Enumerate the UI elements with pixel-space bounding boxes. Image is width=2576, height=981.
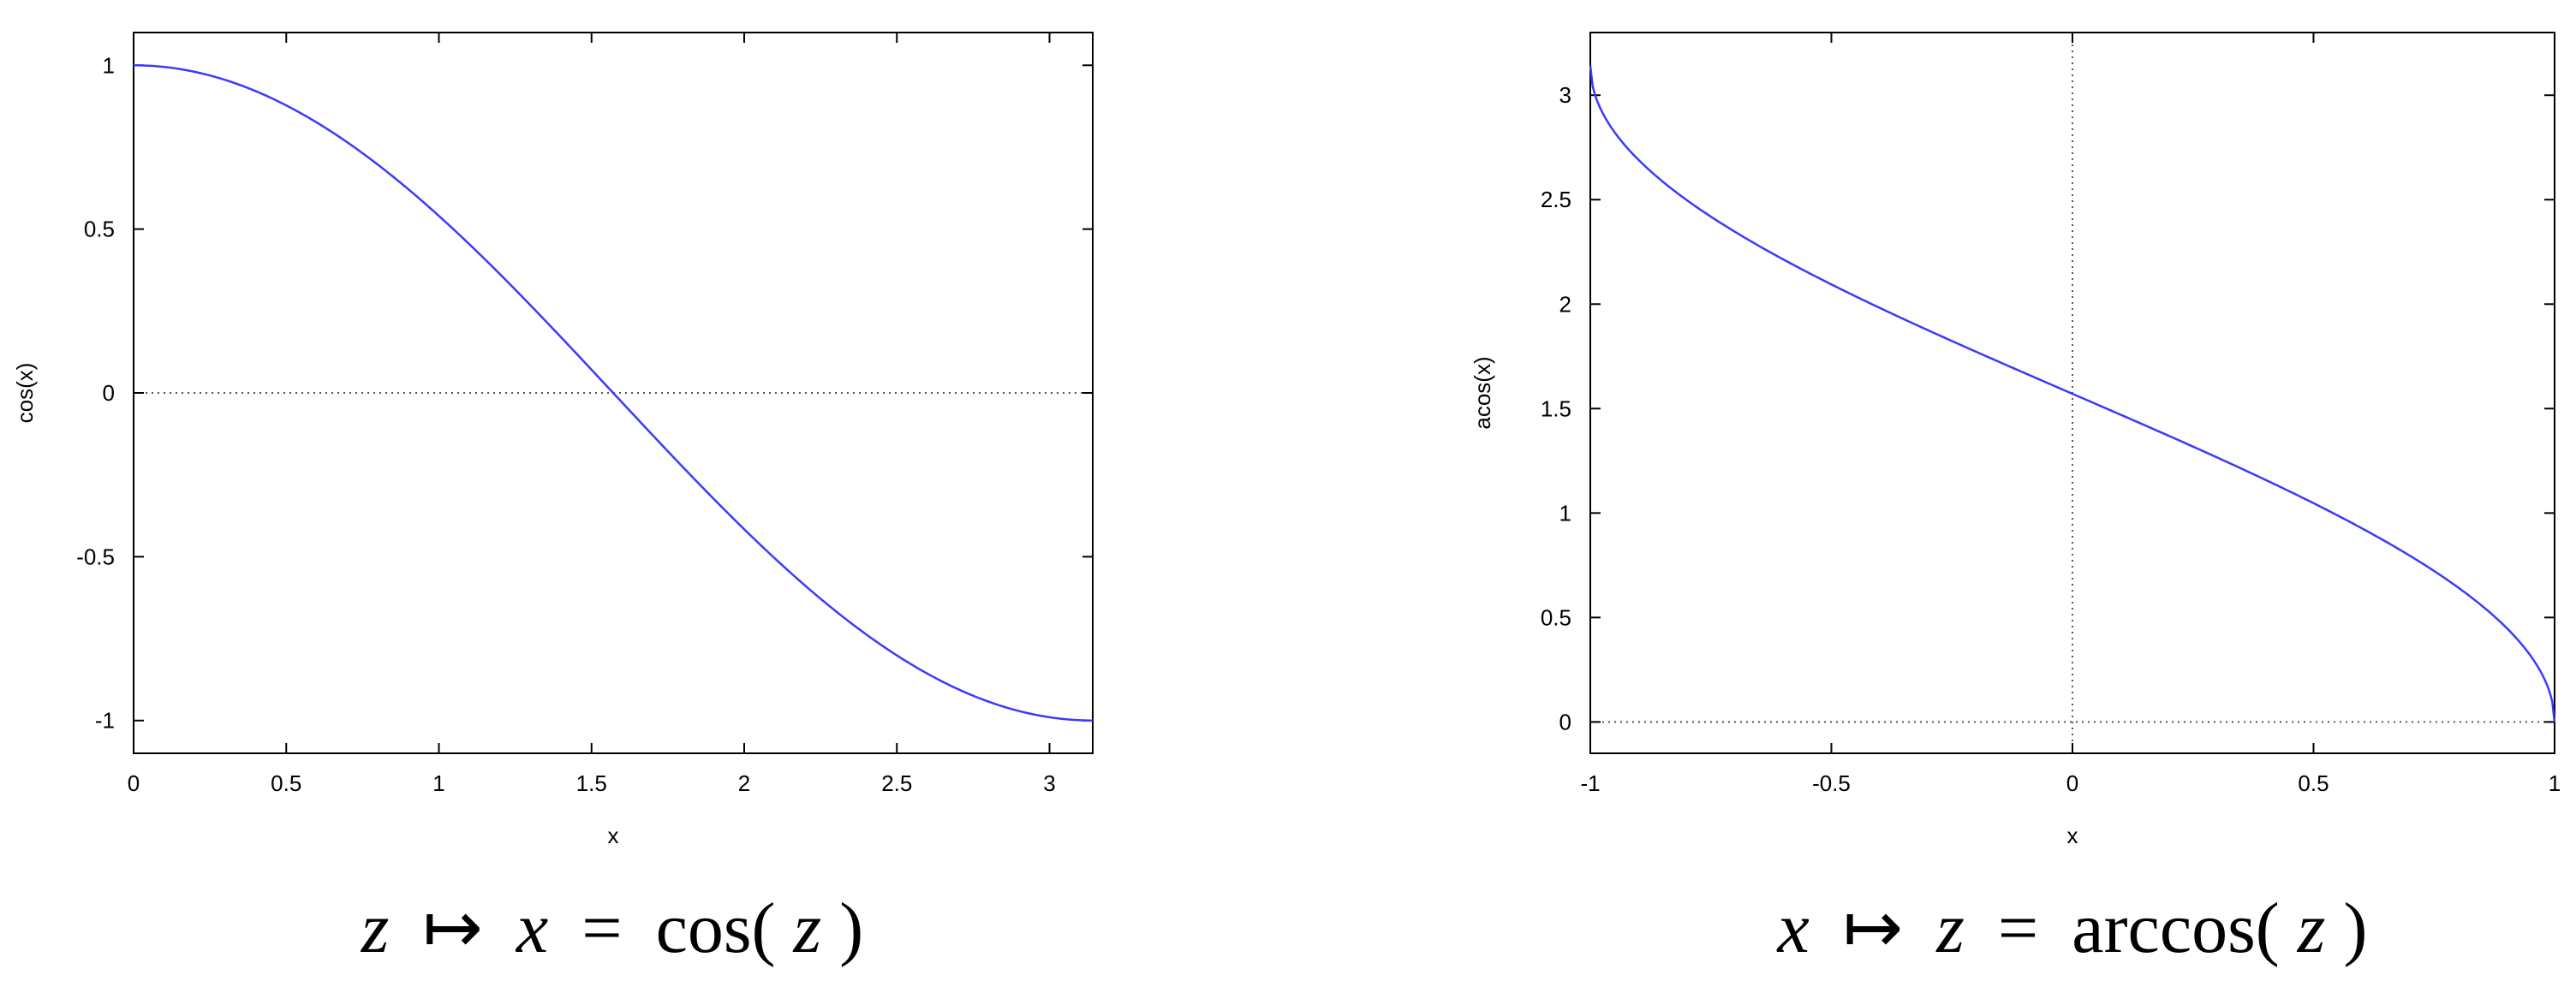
series-group bbox=[1589, 65, 2556, 722]
y-tick-label: 2 bbox=[1559, 291, 1571, 317]
caption-mapsto: ↦ bbox=[1843, 889, 1903, 968]
y-tick-label: 0.5 bbox=[84, 217, 115, 242]
x-axis-label: x bbox=[2067, 823, 2078, 848]
y-tick-label: 0 bbox=[103, 380, 115, 406]
series-group bbox=[133, 64, 1094, 722]
caption-equals: = bbox=[1998, 889, 2038, 968]
y-tick-label: 0 bbox=[1559, 709, 1571, 734]
x-axis-label: x bbox=[608, 823, 619, 848]
caption-var-b: z bbox=[1935, 889, 1965, 968]
x-tick-label: 2 bbox=[738, 770, 750, 796]
x-tick-label: 0.5 bbox=[271, 770, 301, 796]
caption-var-b: x bbox=[515, 889, 548, 968]
series-line bbox=[1589, 65, 2556, 722]
y-tick-label: -1 bbox=[95, 708, 115, 734]
x-tick-label: 0 bbox=[128, 770, 140, 796]
acos-chart: -1 -0.5 0 0.5 1 0 0.5 1 1.5 2 2.5 3 x acos(x) x ↦ z… bbox=[1470, 32, 2561, 968]
ticks: 0 0.5 1 1.5 2 2.5 3 -1 -0.5 0 0.5 1 bbox=[76, 33, 1093, 796]
x-tick-label: 0 bbox=[2066, 770, 2078, 796]
ticks: -1 -0.5 0 0.5 1 0 0.5 1 1.5 2 2.5 3 bbox=[1541, 33, 2561, 796]
series-line bbox=[133, 64, 1094, 722]
y-tick-label: 1 bbox=[103, 52, 115, 78]
caption-arg: z bbox=[793, 889, 822, 968]
x-tick-label: 0.5 bbox=[2298, 770, 2329, 796]
caption-var-a: z bbox=[361, 889, 390, 968]
caption-arg: z bbox=[2297, 889, 2326, 968]
x-tick-label: -1 bbox=[1580, 770, 1600, 796]
y-tick-label: 0.5 bbox=[1541, 604, 1571, 630]
caption-var-a: x bbox=[1776, 889, 1810, 968]
y-axis-label: acos(x) bbox=[1470, 356, 1495, 429]
cos-chart: 0 0.5 1 1.5 2 2.5 3-1-0.500.51 x cos(x) z ↦ x … bbox=[12, 32, 1094, 968]
x-tick-label: 2.5 bbox=[881, 770, 912, 796]
caption-close: ) bbox=[2343, 889, 2367, 968]
y-axis-label: cos(x) bbox=[12, 363, 38, 424]
y-tick-label: 1.5 bbox=[1541, 395, 1571, 421]
x-tick-label: 1 bbox=[2549, 770, 2561, 796]
caption-equals: = bbox=[581, 889, 622, 968]
y-tick-label: 1 bbox=[1559, 500, 1571, 526]
caption-close: ) bbox=[839, 889, 863, 968]
caption-function: cos( bbox=[656, 889, 776, 968]
y-tick-label: 3 bbox=[1559, 82, 1571, 108]
caption-function: arccos( bbox=[2072, 889, 2279, 968]
y-tick-label: -0.5 bbox=[76, 544, 115, 569]
caption-acos: x ↦ z = arccos( z ) bbox=[1776, 889, 2368, 968]
x-tick-label: -0.5 bbox=[1812, 770, 1851, 796]
caption-cos: z ↦ x = cos( z ) bbox=[361, 889, 863, 968]
y-tick-label: 2.5 bbox=[1541, 187, 1571, 212]
x-tick-label: 1 bbox=[432, 770, 444, 796]
x-tick-label: 3 bbox=[1043, 770, 1055, 796]
x-tick-label: 1.5 bbox=[576, 770, 607, 796]
caption-mapsto: ↦ bbox=[423, 889, 483, 968]
